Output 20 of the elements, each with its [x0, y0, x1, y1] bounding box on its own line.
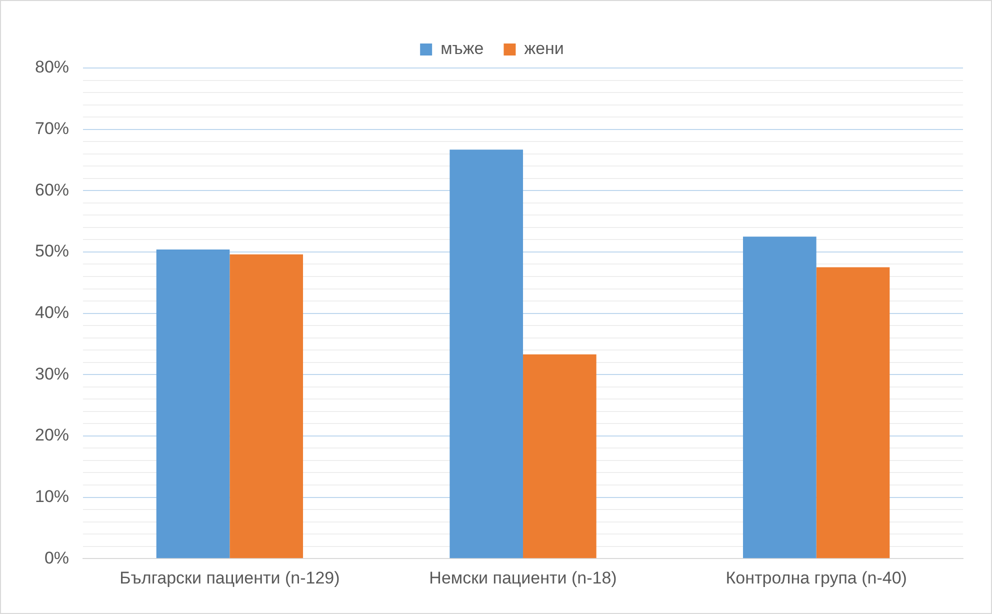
- x-tick-label: Български пациенти (n-129): [120, 568, 340, 588]
- bar: [230, 254, 304, 558]
- legend-label: жени: [524, 39, 564, 58]
- y-tick-label: 20%: [34, 426, 70, 445]
- y-tick-label: 60%: [34, 180, 70, 200]
- y-tick-label: 40%: [34, 302, 70, 322]
- y-tick-label: 10%: [34, 486, 70, 506]
- bar: [816, 267, 890, 558]
- y-tick-label: 50%: [34, 242, 70, 261]
- bar: [156, 250, 230, 558]
- x-tick-label: Контролна група (n-40): [726, 568, 907, 588]
- bar: [450, 150, 524, 558]
- y-tick-label: 70%: [34, 119, 70, 138]
- y-tick-label: 0%: [44, 548, 70, 568]
- bar: [523, 354, 596, 558]
- y-tick-label: 80%: [34, 58, 70, 77]
- bar: [743, 236, 816, 558]
- legend-label: мъже: [440, 39, 484, 58]
- y-tick-label: 30%: [34, 364, 70, 384]
- x-tick-label: Немски пациенти (n-18): [429, 568, 617, 588]
